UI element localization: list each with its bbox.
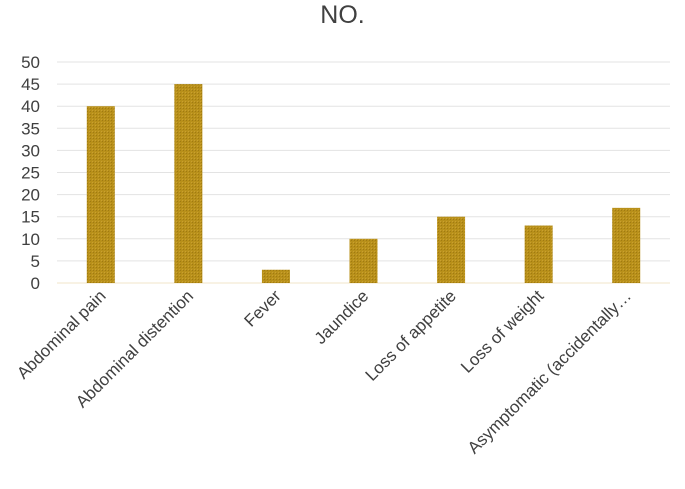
x-category-label: Fever (241, 286, 285, 330)
chart-title: NO. (320, 1, 365, 29)
y-axis-ticks: 0 5 10 15 20 25 30 35 40 45 50 (21, 53, 40, 293)
y-tick-label: 25 (21, 164, 40, 183)
y-tick-label: 10 (21, 230, 40, 249)
y-tick-label: 0 (31, 274, 40, 293)
y-tick-label: 40 (21, 97, 40, 116)
y-tick-label: 50 (21, 53, 40, 72)
bar (612, 207, 641, 283)
bar (524, 225, 553, 283)
y-tick-label: 15 (21, 208, 40, 227)
bar (261, 269, 290, 283)
y-tick-label: 45 (21, 75, 40, 94)
y-tick-label: 5 (31, 252, 40, 271)
x-category-label: Jaundice (311, 286, 373, 348)
y-tick-label: 35 (21, 119, 40, 138)
bar (349, 238, 378, 283)
x-category-label: Abdominal pain (13, 286, 109, 382)
bar (437, 216, 466, 283)
bar (86, 106, 115, 283)
y-tick-label: 20 (21, 186, 40, 205)
bars (86, 84, 641, 283)
y-tick-label: 30 (21, 141, 40, 160)
bar (174, 84, 203, 283)
x-category-label: Loss of weight (457, 286, 547, 376)
x-category-label: Asymptomatic (accidentally… (464, 286, 635, 457)
x-category-label: Loss of appetite (362, 286, 460, 384)
